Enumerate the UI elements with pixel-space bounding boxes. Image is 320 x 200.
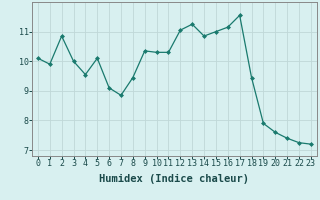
X-axis label: Humidex (Indice chaleur): Humidex (Indice chaleur) (100, 174, 249, 184)
